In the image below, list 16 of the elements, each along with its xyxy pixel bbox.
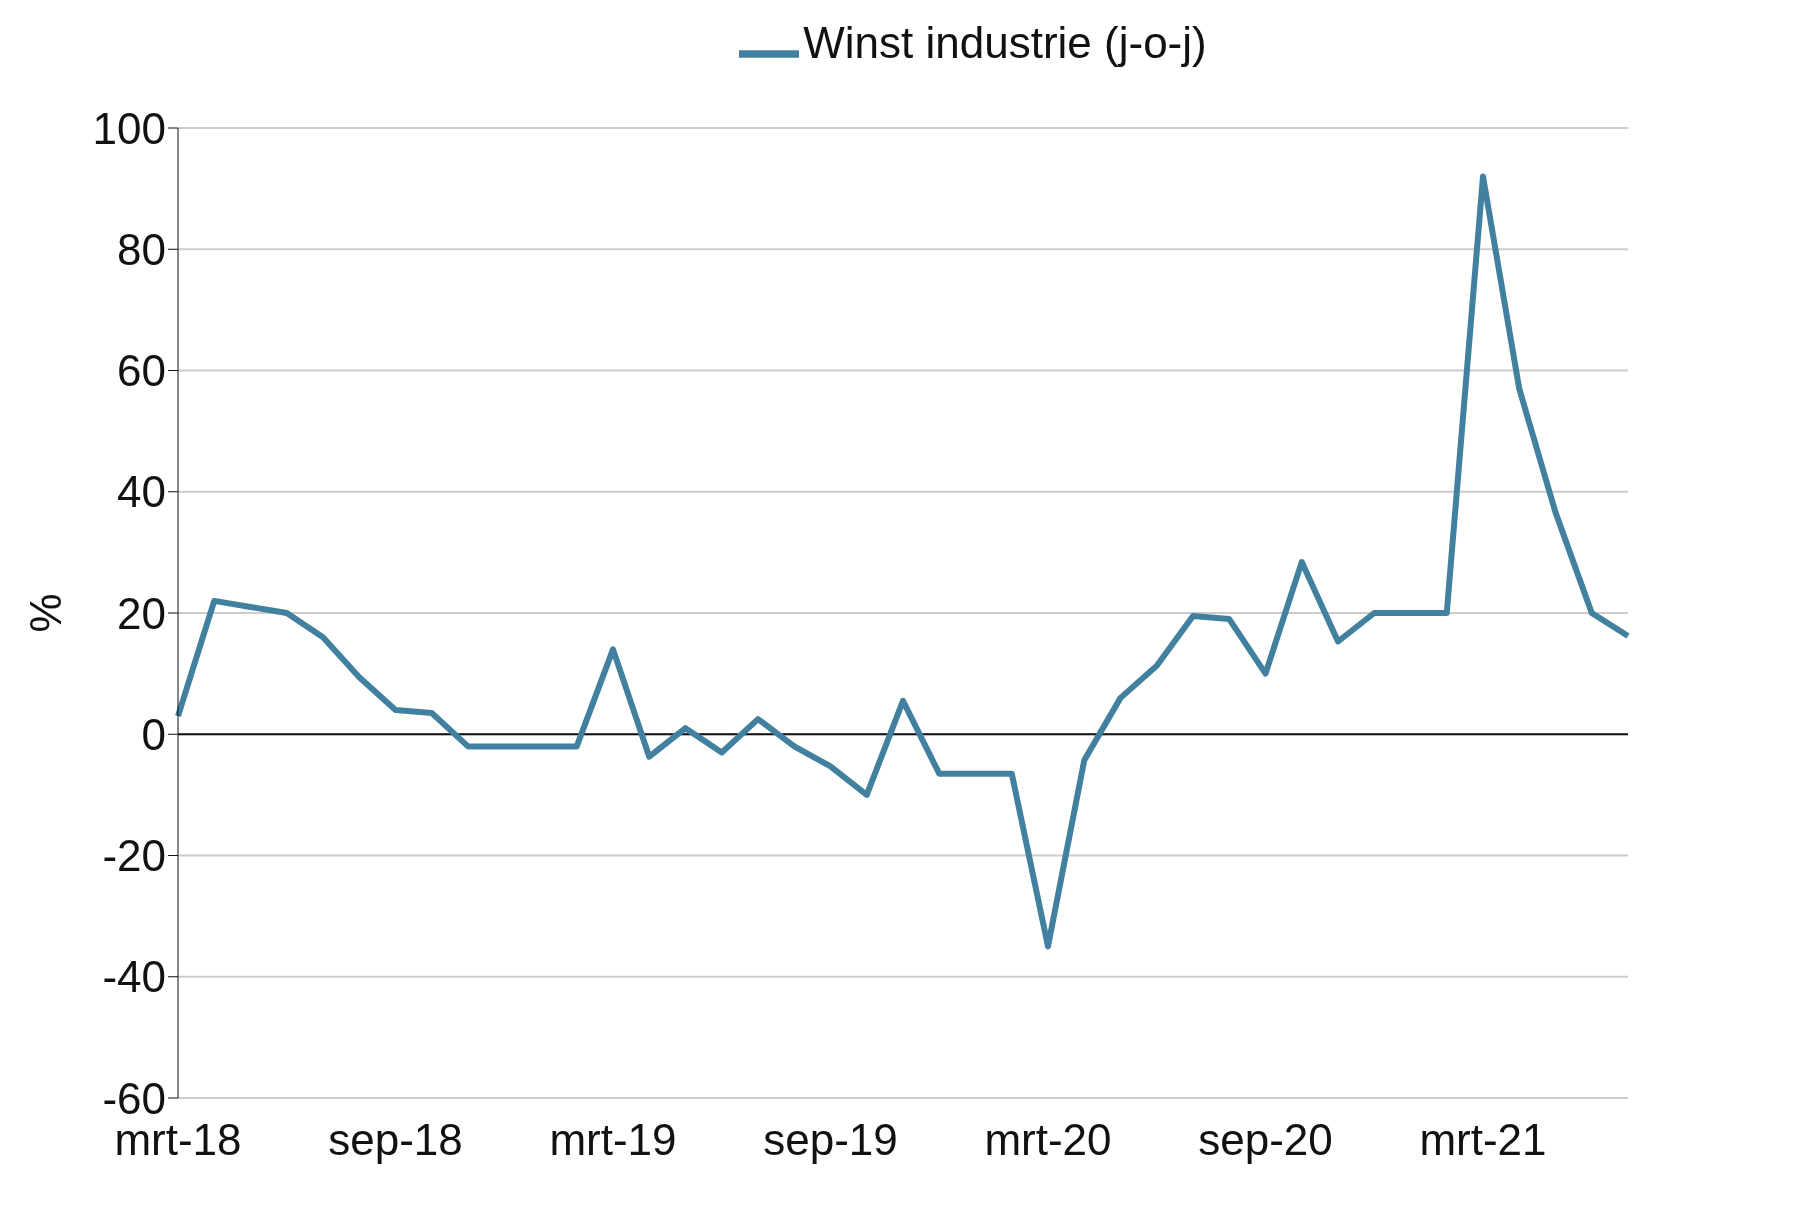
- y-tick-label: 20: [117, 588, 166, 638]
- y-tick-label: -40: [102, 952, 166, 1002]
- x-tick-label: sep-18: [328, 1115, 463, 1165]
- x-tick-label: mrt-21: [1419, 1115, 1547, 1165]
- y-tick-label: 80: [117, 224, 166, 274]
- x-tick-label: mrt-20: [984, 1115, 1112, 1165]
- x-tick-label: sep-20: [1198, 1115, 1333, 1165]
- y-tick-label: 0: [141, 709, 166, 759]
- x-tick-label: sep-19: [763, 1115, 898, 1165]
- y-tick-label: 60: [117, 346, 166, 396]
- y-tick-label: 40: [117, 467, 166, 517]
- x-tick-label: mrt-19: [549, 1115, 677, 1165]
- y-axis-title: %: [20, 593, 70, 633]
- y-tick-label: 100: [92, 103, 166, 153]
- legend-label: Winst industrie (j-o-j): [803, 18, 1207, 67]
- y-tick-label: -20: [102, 831, 166, 881]
